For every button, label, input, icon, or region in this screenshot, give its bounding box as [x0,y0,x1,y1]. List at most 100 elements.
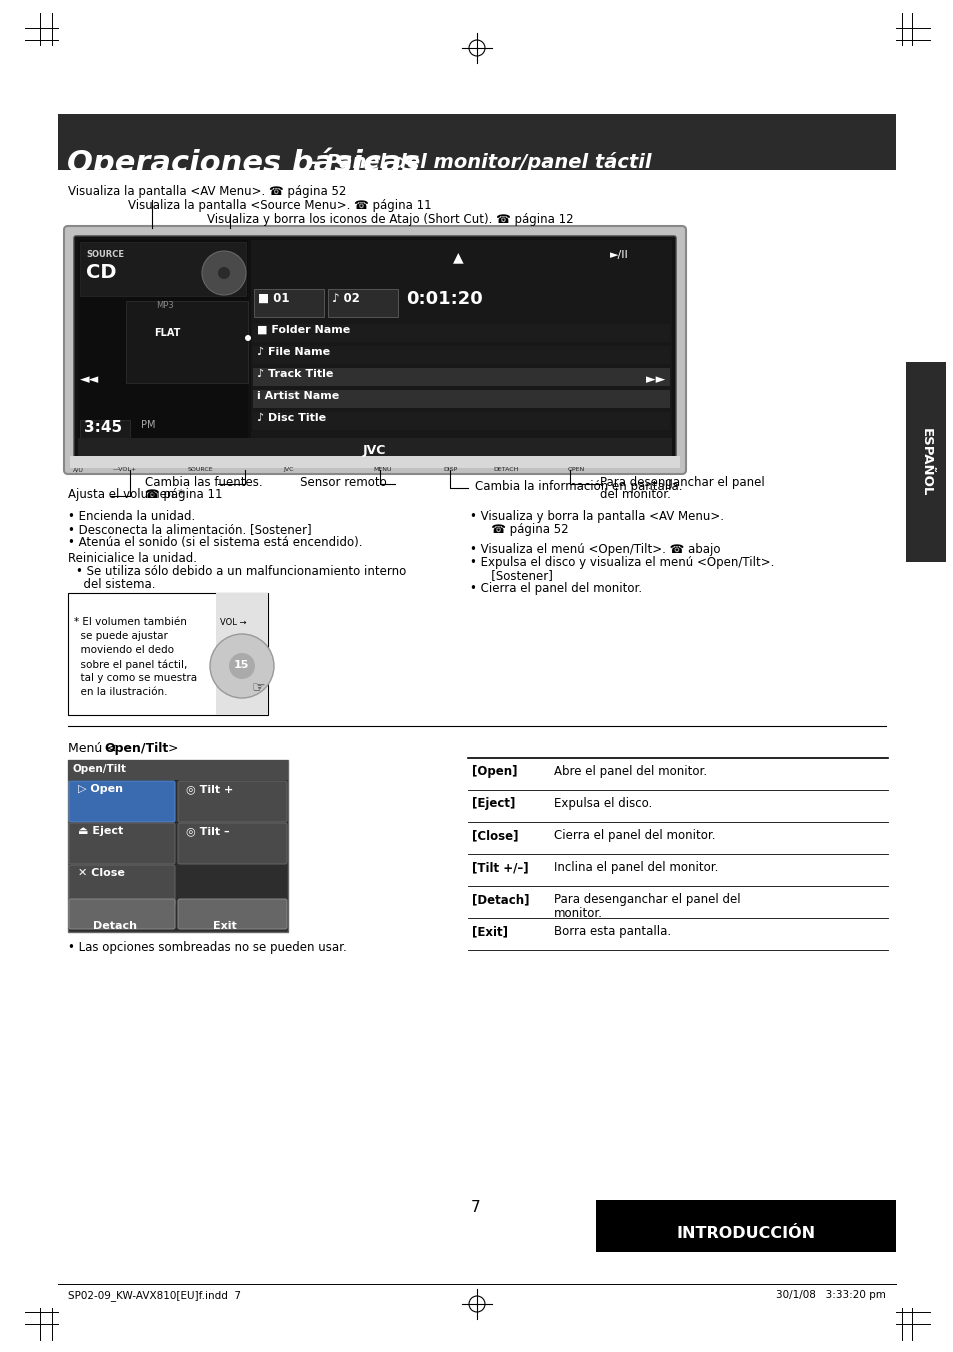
Circle shape [202,251,246,295]
Circle shape [218,266,230,279]
Text: • Cierra el panel del monitor.: • Cierra el panel del monitor. [470,581,641,595]
Text: SOURCE: SOURCE [86,250,124,260]
Bar [253,412,669,430]
Text: se puede ajustar: se puede ajustar [74,631,168,641]
Text: OPEN: OPEN [567,466,584,472]
Text: JVC: JVC [283,466,294,472]
Text: Cambia la información en pantalla.: Cambia la información en pantalla. [475,480,681,493]
Text: 30/1/08   3:33:20 pm: 30/1/08 3:33:20 pm [776,1290,885,1301]
Text: • Encienda la unidad.: • Encienda la unidad. [68,510,195,523]
Text: ◎ Tilt +: ◎ Tilt + [186,784,233,794]
Text: Inclina el panel del monitor.: Inclina el panel del monitor. [554,861,718,873]
Text: Para desenganchar el panel: Para desenganchar el panel [599,476,764,489]
Text: Open/Tilt: Open/Tilt [73,764,127,773]
Bar [68,760,288,932]
Bar [253,368,669,387]
Text: ♪ Disc Title: ♪ Disc Title [256,412,326,423]
Text: MP3: MP3 [156,301,173,310]
Bar [253,324,669,342]
Bar [78,438,671,460]
Text: Para desenganchar el panel del: Para desenganchar el panel del [554,894,740,906]
Text: Operaciones básicas: Operaciones básicas [67,147,419,178]
FancyBboxPatch shape [253,289,324,316]
Text: Detach: Detach [92,921,137,932]
FancyBboxPatch shape [64,226,685,475]
Text: Ajusta el volumen.*: Ajusta el volumen.* [68,488,184,502]
FancyBboxPatch shape [178,781,287,822]
Text: Menú <: Menú < [68,742,116,754]
Text: ✕ Close: ✕ Close [78,868,125,877]
Text: tal y como se muestra: tal y como se muestra [74,673,197,683]
Text: ☎ página 11: ☎ página 11 [145,488,222,502]
Text: [Eject]: [Eject] [472,796,515,810]
Text: ■ Folder Name: ■ Folder Name [256,324,350,335]
Text: Reinicialice la unidad.: Reinicialice la unidad. [68,552,196,565]
Text: [Open]: [Open] [472,765,517,777]
Text: Visualiza la pantalla <AV Menu>. ☎ página 52: Visualiza la pantalla <AV Menu>. ☎ págin… [68,185,346,197]
Text: ♪ 02: ♪ 02 [332,292,359,306]
Text: INTRODUCCIÓN: INTRODUCCIÓN [676,1226,815,1241]
Text: Borra esta pantalla.: Borra esta pantalla. [554,925,670,938]
Text: 3:45: 3:45 [84,420,122,435]
Text: ☞: ☞ [252,680,265,695]
Text: Cierra el panel del monitor.: Cierra el panel del monitor. [554,829,715,842]
Text: ◄◄: ◄◄ [80,373,99,387]
Text: >: > [168,742,178,754]
Circle shape [229,653,254,679]
Bar [905,362,945,562]
Text: del monitor.: del monitor. [599,488,670,502]
Text: [Sostener]: [Sostener] [479,569,553,581]
Text: [Tilt +/–]: [Tilt +/–] [472,861,528,873]
Text: Visualiza y borra los iconos de Atajo (Short Cut). ☎ página 12: Visualiza y borra los iconos de Atajo (S… [207,214,573,226]
Text: 0:01:20: 0:01:20 [406,289,482,308]
Text: DISP: DISP [442,466,456,472]
Text: • Expulsa el disco y visualiza el menú <Open/Tilt>.: • Expulsa el disco y visualiza el menú <… [470,556,774,569]
Text: Exit: Exit [213,921,236,932]
Text: —Panel del monitor/panel táctil: —Panel del monitor/panel táctil [299,151,651,172]
Text: ■ 01: ■ 01 [257,292,289,306]
Bar [253,346,669,364]
Text: monitor.: monitor. [554,907,602,919]
Text: PM: PM [141,420,155,430]
Text: del sistema.: del sistema. [76,579,155,591]
Bar [251,241,671,460]
Bar [68,760,288,780]
Text: DETACH: DETACH [493,466,517,472]
Text: • Desconecta la alimentación. [Sostener]: • Desconecta la alimentación. [Sostener] [68,523,312,535]
FancyBboxPatch shape [178,899,287,929]
Text: ☎ página 52: ☎ página 52 [479,523,568,535]
FancyBboxPatch shape [178,823,287,864]
Text: 7: 7 [471,1201,480,1215]
Text: ►►: ►► [645,373,669,387]
Bar [215,594,268,715]
Text: SP02-09_KW-AVX810[EU]f.indd  7: SP02-09_KW-AVX810[EU]f.indd 7 [68,1290,241,1301]
Text: [Close]: [Close] [472,829,518,842]
Text: • Se utiliza sólo debido a un malfuncionamiento interno: • Se utiliza sólo debido a un malfuncion… [76,565,406,579]
Bar [596,1201,895,1252]
Text: [Exit]: [Exit] [472,925,507,938]
Text: i Artist Name: i Artist Name [256,391,339,402]
Text: A/U: A/U [73,466,84,472]
Text: Cambia las fuentes.          Sensor remoto: Cambia las fuentes. Sensor remoto [145,476,386,489]
Text: MENU: MENU [373,466,391,472]
Text: CD: CD [86,264,116,283]
Text: ESPAÑOL: ESPAÑOL [919,427,931,496]
Bar [78,241,248,460]
Bar [80,242,246,296]
Text: • Visualiza el menú <Open/Tilt>. ☎ abajo: • Visualiza el menú <Open/Tilt>. ☎ abajo [470,544,720,556]
Bar [68,594,268,715]
Text: ▷ Open: ▷ Open [78,784,123,794]
Text: ◎ Tilt –: ◎ Tilt – [186,826,230,836]
Text: sobre el panel táctil,: sobre el panel táctil, [74,658,187,669]
Text: en la ilustración.: en la ilustración. [74,687,168,698]
FancyBboxPatch shape [328,289,397,316]
FancyBboxPatch shape [69,899,174,929]
Text: [Detach]: [Detach] [472,894,529,906]
Bar [126,301,248,383]
FancyBboxPatch shape [69,823,174,864]
Text: • Las opciones sombreadas no se pueden usar.: • Las opciones sombreadas no se pueden u… [68,941,346,955]
Circle shape [210,634,274,698]
Bar [58,114,895,170]
Text: Visualiza la pantalla <Source Menu>. ☎ página 11: Visualiza la pantalla <Source Menu>. ☎ p… [128,199,431,212]
Text: Open/Tilt: Open/Tilt [104,742,168,754]
